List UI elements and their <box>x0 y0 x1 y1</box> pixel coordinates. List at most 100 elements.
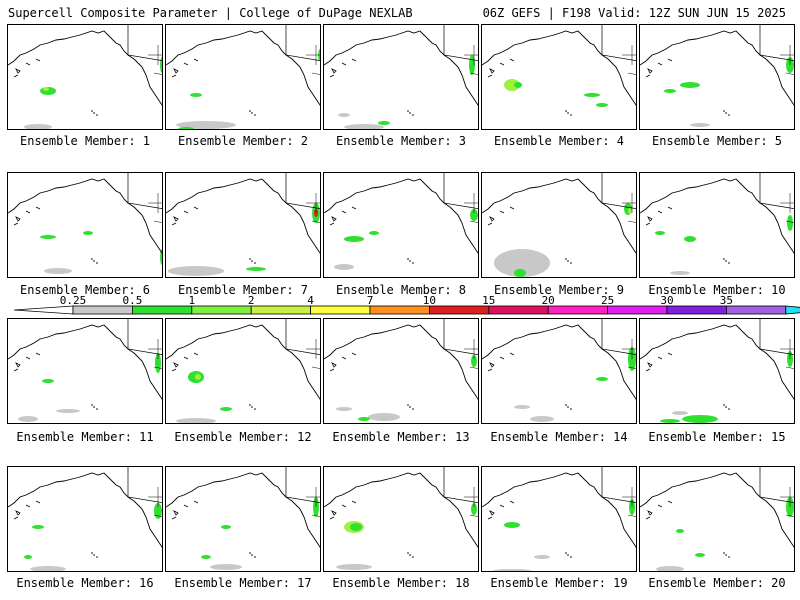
ensemble-member-label: Ensemble Member: 5 <box>651 134 783 148</box>
scp-patch-green <box>695 553 705 557</box>
country-border <box>127 319 162 356</box>
map-canvas <box>166 467 320 570</box>
state-borders <box>622 193 636 223</box>
ensemble-member-label: Ensemble Member: 13 <box>332 430 470 444</box>
colorbar-tick-label: 4 <box>307 296 314 307</box>
map-canvas <box>324 319 478 421</box>
island-dot <box>93 554 95 556</box>
colorbar-tick-label: 10 <box>423 296 436 307</box>
colorbar-segment <box>250 305 311 315</box>
ensemble-member-label: Ensemble Member: 11 <box>16 430 154 444</box>
scp-patch-green <box>190 93 202 97</box>
state-borders <box>306 487 320 517</box>
scp-patch-light <box>344 124 384 129</box>
ensemble-member-label: Ensemble Member: 16 <box>16 576 154 590</box>
ensemble-member-label: Ensemble Member: 4 <box>493 134 625 148</box>
header-run-info: 06Z GEFS | F198 Valid: 12Z SUN JUN 15 20… <box>482 6 786 20</box>
coastline <box>166 472 320 549</box>
coastline <box>482 30 636 107</box>
coastline-islands <box>171 352 199 372</box>
island-dot <box>412 114 414 116</box>
colorbar-tick-label: 30 <box>660 296 673 307</box>
scp-patch-green <box>596 103 608 107</box>
state-borders <box>780 193 794 223</box>
scp-patch-green <box>154 503 162 519</box>
header-title: Supercell Composite Parameter | College … <box>8 6 413 20</box>
coastline <box>482 178 636 255</box>
scp-patch-light <box>492 569 532 571</box>
scp-patch-green <box>369 231 379 235</box>
island-dot <box>723 110 725 112</box>
scp-patch-green <box>32 525 44 529</box>
scp-patch-green <box>684 236 696 242</box>
ensemble-map-8 <box>323 172 479 278</box>
island-dot <box>254 262 256 264</box>
coastline <box>166 324 320 401</box>
scp-patch-green <box>358 417 370 421</box>
map-canvas <box>324 467 478 570</box>
ensemble-member-label: Ensemble Member: 9 <box>493 283 625 297</box>
scp-patch-green <box>246 267 266 271</box>
ensemble-map-19 <box>481 466 637 572</box>
coastline <box>8 30 162 107</box>
colorbar-segment <box>488 305 549 315</box>
coastline-islands <box>329 500 357 520</box>
scp-patch-green <box>676 529 684 533</box>
coastline-islands <box>13 58 41 78</box>
island-dot <box>254 114 256 116</box>
state-borders <box>148 193 162 223</box>
island-dot <box>409 406 411 408</box>
island-dot <box>249 110 251 112</box>
scp-patch-light <box>368 413 400 421</box>
colorbar-segment <box>369 305 430 315</box>
scp-patch-green <box>178 127 194 129</box>
coastline <box>8 324 162 401</box>
map-canvas <box>640 319 794 423</box>
scp-patch-light <box>338 113 350 117</box>
coastline <box>482 324 636 401</box>
country-border <box>759 25 794 62</box>
island-dot <box>249 552 251 554</box>
scp-patch-lime <box>504 79 520 91</box>
colorbar-segment <box>726 305 787 315</box>
island-dot <box>91 258 93 260</box>
country-border <box>443 319 478 356</box>
state-borders <box>148 45 162 75</box>
state-borders <box>780 339 794 369</box>
color-scale-bar: 0.25 0.5 1 2 4 7 10 15 20 25 30 35 <box>13 296 800 315</box>
island-dot <box>93 112 95 114</box>
scp-patch-green <box>504 522 520 528</box>
scp-patch-green <box>83 231 93 235</box>
ensemble-member-label: Ensemble Member: 1 <box>19 134 151 148</box>
scp-patch-green <box>470 209 478 221</box>
ensemble-member-label: Ensemble Member: 8 <box>335 283 467 297</box>
country-border <box>285 173 320 210</box>
colorbar-segment <box>131 305 193 315</box>
island-dot <box>91 110 93 112</box>
country-border <box>601 25 636 62</box>
colorbar-segment <box>666 305 727 315</box>
country-border <box>601 319 636 356</box>
island-dot <box>728 556 730 558</box>
ensemble-map-9 <box>481 172 637 278</box>
island-dot <box>412 262 414 264</box>
coastline-islands <box>13 352 41 372</box>
island-dot <box>93 406 95 408</box>
ensemble-map-15 <box>639 318 795 424</box>
coastline-islands <box>645 500 673 520</box>
colorbar-tick-label: 20 <box>542 296 555 307</box>
scp-patch-light <box>530 416 554 422</box>
country-border <box>601 173 636 210</box>
coastline-islands <box>645 58 673 78</box>
map-canvas <box>640 25 794 127</box>
island-dot <box>565 258 567 260</box>
scp-patch-green <box>682 415 718 423</box>
map-canvas <box>324 173 478 270</box>
island-dot <box>93 260 95 262</box>
coastline-islands <box>329 206 357 226</box>
country-border <box>285 467 320 504</box>
island-dot <box>251 554 253 556</box>
country-border <box>127 25 162 62</box>
ensemble-map-14 <box>481 318 637 424</box>
map-canvas <box>166 25 320 129</box>
